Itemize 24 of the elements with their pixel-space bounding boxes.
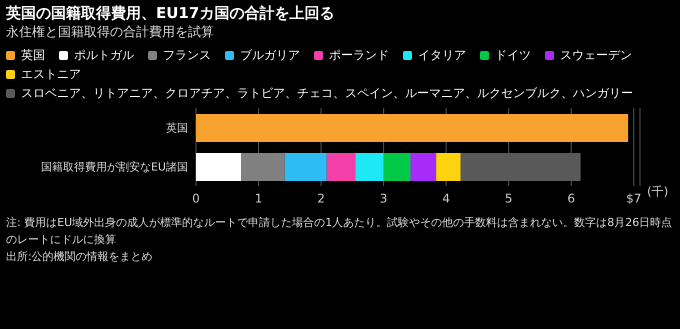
legend-label: スウェーデン <box>560 47 632 64</box>
chart-subtitle: 永住権と国籍取得の合計費用を試算 <box>6 24 215 41</box>
x-tick-label: 0 <box>192 192 200 206</box>
x-tick-label: 3 <box>380 192 388 206</box>
x-axis-title: (千) <box>647 184 668 198</box>
legend-label: エストニア <box>21 66 81 83</box>
legend-label: ブルガリア <box>240 47 300 64</box>
x-tick-label: 2 <box>317 192 325 206</box>
legend-label: フランス <box>163 47 211 64</box>
x-tick-label: 6 <box>567 192 576 206</box>
x-tick-label: 5 <box>504 192 512 206</box>
chart-title: 英国の国籍取得費用、EU17カ国の合計を上回る <box>6 4 336 23</box>
legend-label: イタリア <box>418 47 466 64</box>
legend-label: ポルトガル <box>74 47 134 64</box>
legend-label: 英国 <box>21 47 45 64</box>
y-tick-label: 国籍取得費用が割安なEU諸国 <box>40 160 188 174</box>
x-tick-label: 1 <box>254 192 262 206</box>
legend-label: ドイツ <box>495 47 531 64</box>
legend-label: ポーランド <box>329 47 389 64</box>
text: 出所:公的機関の情報をまとめ <box>6 249 154 265</box>
x-tick-label: $7 <box>626 192 642 206</box>
legend-label: スロベニア、リトアニア、クロアチア、ラトビア、チェコ、スペイン、ルーマニア、ルクセンブルク、ハンガリー <box>21 85 633 102</box>
x-tick-label: 4 <box>442 192 450 206</box>
text: 注: 費用はEU域外出身の成人が標準的なルートで申請した場合の1人あたり。試験やその他の手数料は含まれない。数字は8月26日時点のレートにドルに換算 <box>6 215 674 248</box>
